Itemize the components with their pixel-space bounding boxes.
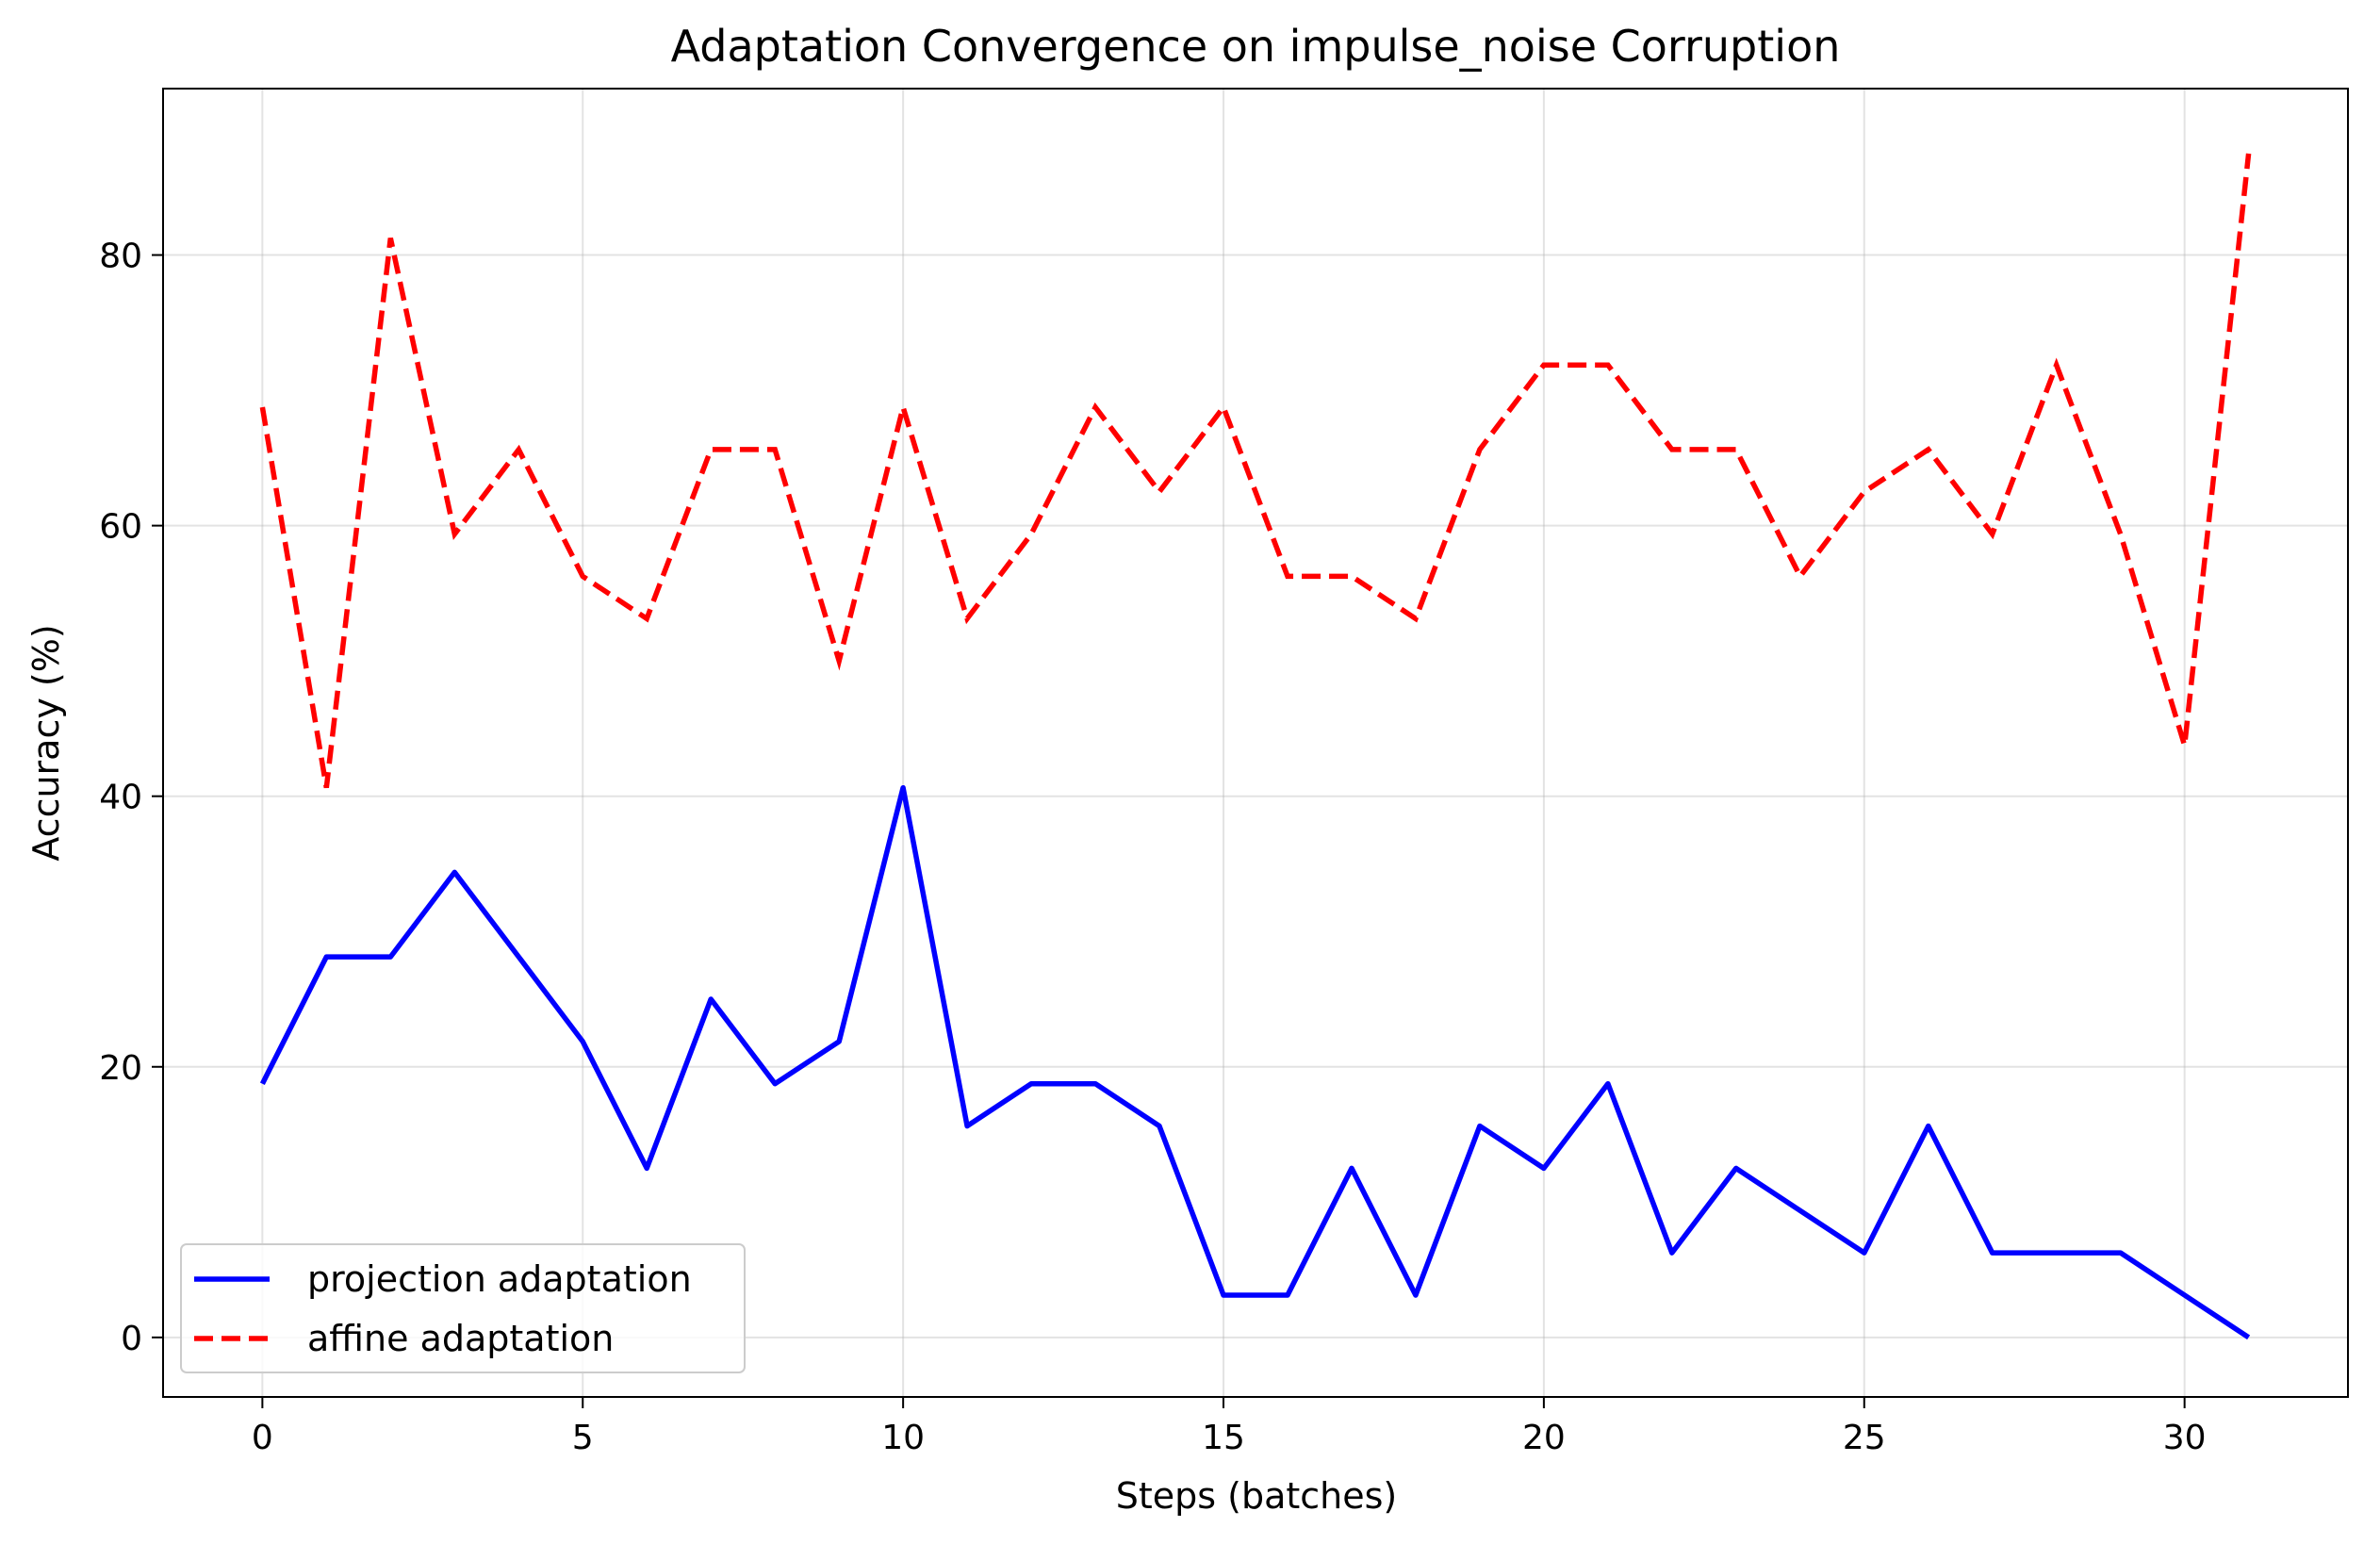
x-tick-label: 10 (881, 1419, 925, 1457)
y-axis-label: Accuracy (%) (25, 624, 67, 861)
legend-label: affine adaptation (307, 1318, 614, 1359)
x-tick-label: 25 (1843, 1419, 1886, 1457)
series-lines (259, 153, 2252, 1340)
plot-area-frame (162, 88, 2349, 1398)
y-tick-label: 40 (99, 779, 142, 817)
chart-title: Adaptation Convergence on impulse_noise … (671, 21, 1841, 72)
axis-ticks: 0 5 10 15 20 25 30 0 20 40 60 80 (99, 238, 2206, 1457)
x-tick-label: 15 (1202, 1419, 1245, 1457)
series-line-affine-adaptation (259, 153, 2252, 789)
legend: projection adaptation affine adaptation (180, 1243, 746, 1373)
x-tick-label: 5 (572, 1419, 594, 1457)
y-tick-label: 0 (121, 1320, 142, 1358)
x-tick-label: 20 (1522, 1419, 1566, 1457)
y-tick-label: 60 (99, 508, 142, 547)
y-tick-label: 80 (99, 238, 142, 276)
x-tick-label: 0 (252, 1419, 273, 1457)
legend-box (180, 1243, 746, 1373)
legend-label: projection adaptation (307, 1258, 692, 1300)
x-tick-label: 30 (2163, 1419, 2207, 1457)
series-line-projection-adaptation (259, 784, 2251, 1340)
y-tick-label: 20 (99, 1049, 142, 1088)
x-axis-label: Steps (batches) (1116, 1475, 1398, 1517)
